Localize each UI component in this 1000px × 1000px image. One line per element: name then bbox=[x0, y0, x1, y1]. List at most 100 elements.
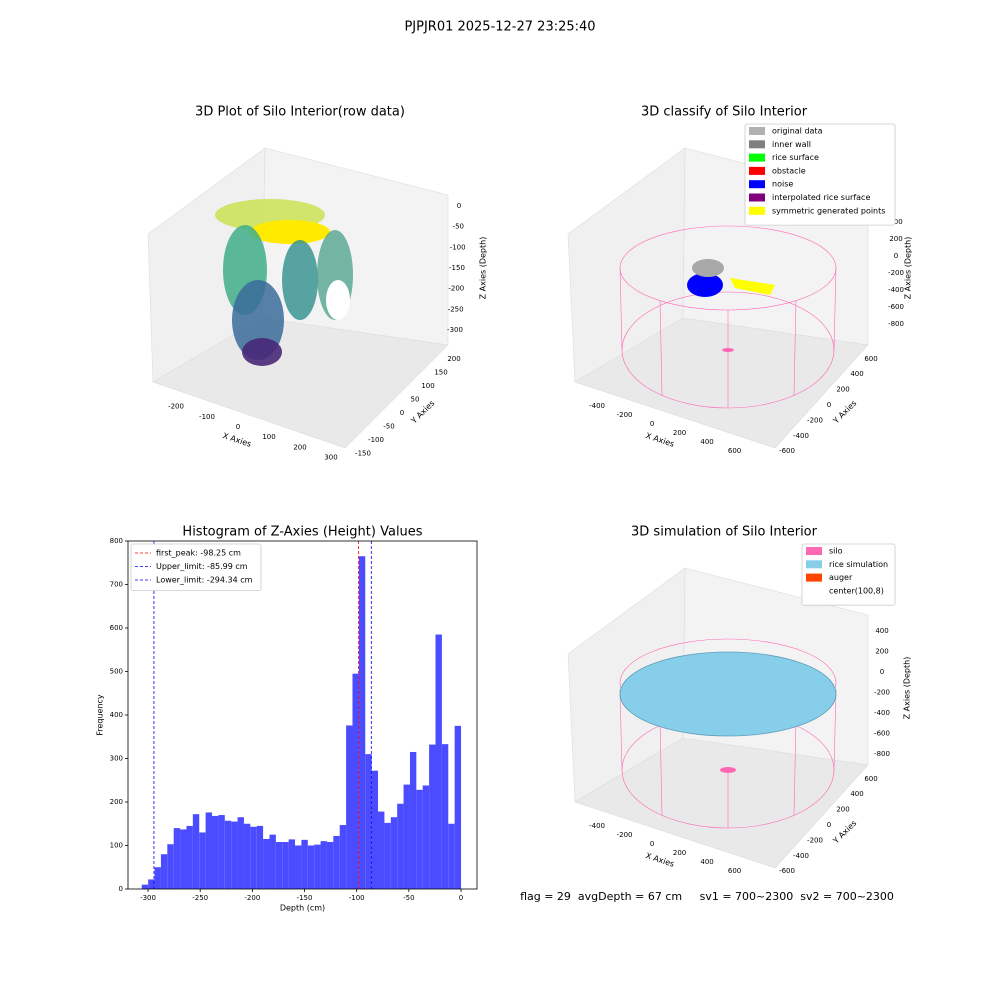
x-axis-label: X Axies bbox=[645, 851, 676, 869]
histogram-bar bbox=[422, 785, 430, 889]
y-tick-label: -50 bbox=[383, 423, 394, 431]
z-tick-label: -400 bbox=[874, 709, 890, 717]
z-tick-label: 0 bbox=[880, 668, 884, 676]
y-tick-label: 200 bbox=[110, 798, 123, 806]
histogram-bar bbox=[186, 825, 193, 889]
z-tick-label: 400 bbox=[875, 627, 888, 635]
histogram-bar bbox=[333, 835, 340, 889]
histogram-bar bbox=[199, 832, 206, 889]
legend-label: inner wall bbox=[772, 140, 811, 149]
histogram-bar bbox=[243, 823, 251, 889]
histogram-bar bbox=[231, 821, 238, 889]
histogram-bar bbox=[212, 815, 219, 889]
z-tick-label: -300 bbox=[447, 326, 463, 334]
y-tick-label: -200 bbox=[807, 416, 823, 424]
legend-label: obstacle bbox=[772, 166, 806, 175]
legend-swatch bbox=[806, 573, 822, 582]
legend-swatch bbox=[806, 586, 822, 595]
y-tick-label: -100 bbox=[368, 436, 384, 444]
z-axis-label: Z Axies (Depth) bbox=[479, 237, 488, 300]
y-tick-label: -600 bbox=[779, 447, 795, 455]
legend-label: center(100,8) bbox=[829, 586, 884, 595]
histogram-bar bbox=[429, 744, 436, 889]
histogram-bar bbox=[282, 842, 289, 889]
histogram-bar bbox=[180, 829, 187, 889]
y-tick-label: 100 bbox=[110, 842, 123, 850]
y-tick-label: 500 bbox=[110, 668, 123, 676]
histogram-bar bbox=[141, 884, 149, 889]
x-tick-label: -300 bbox=[140, 894, 156, 902]
histogram-bar bbox=[435, 634, 442, 889]
y-tick-label: 200 bbox=[836, 806, 849, 814]
legend-label: rice surface bbox=[772, 153, 819, 162]
histogram-bar bbox=[154, 867, 161, 889]
legend-label: silo bbox=[829, 547, 843, 556]
y-tick-label: -600 bbox=[779, 867, 795, 875]
histogram-bar bbox=[448, 823, 455, 889]
legend-label: original data bbox=[772, 127, 823, 136]
z-tick-label: -150 bbox=[449, 264, 465, 272]
legend-frame bbox=[744, 123, 896, 226]
y-tick-label: 800 bbox=[110, 537, 123, 545]
legend-frame bbox=[130, 543, 262, 591]
histogram-bar bbox=[250, 826, 257, 889]
y-tick-label: -400 bbox=[793, 852, 809, 860]
legend-swatch bbox=[749, 140, 765, 149]
x-tick-label: -250 bbox=[192, 894, 208, 902]
x-tick-label: 0 bbox=[459, 894, 463, 902]
z-tick-label: -400 bbox=[888, 286, 904, 294]
histogram-bar bbox=[314, 844, 321, 889]
histogram-bar bbox=[307, 845, 315, 889]
legend-label: auger bbox=[829, 573, 853, 582]
histogram-bar bbox=[416, 789, 423, 889]
y-tick-label: 400 bbox=[110, 711, 123, 719]
y-tick-label: 200 bbox=[447, 355, 460, 363]
x-tick-label: 200 bbox=[673, 849, 686, 857]
histogram-bar bbox=[205, 812, 213, 889]
histogram-bar bbox=[256, 825, 264, 889]
legend-swatch bbox=[749, 127, 765, 135]
z-axis-label: Z Axies (Depth) bbox=[903, 657, 912, 720]
x-tick-label: -200 bbox=[617, 411, 633, 419]
histogram-bar bbox=[192, 814, 200, 889]
x-tick-label: 300 bbox=[324, 454, 337, 462]
z-tick-label: 0 bbox=[457, 202, 461, 210]
z-tick-label: -50 bbox=[453, 223, 464, 231]
plot2-cylinder bbox=[619, 225, 837, 409]
y-tick-label: 0 bbox=[827, 821, 831, 829]
z-tick-label: -600 bbox=[888, 303, 904, 311]
histogram-bar bbox=[167, 844, 174, 889]
histogram-bar bbox=[339, 825, 347, 889]
z-tick-label: -250 bbox=[448, 305, 464, 313]
y-axis-label: Y Axies bbox=[831, 399, 859, 427]
figure-title: PJPJR01 2025-12-27 23:25:40 bbox=[404, 20, 595, 35]
histogram-bar bbox=[269, 834, 276, 889]
histogram-bar bbox=[218, 815, 225, 889]
histogram-bar bbox=[384, 822, 391, 889]
x-tick-label: 600 bbox=[728, 447, 741, 455]
histogram-bar bbox=[390, 817, 398, 889]
histogram-bar bbox=[173, 828, 181, 889]
x-tick-label: -200 bbox=[244, 894, 260, 902]
x-tick-label: 400 bbox=[700, 438, 713, 446]
y-axis-label: Frequency bbox=[96, 694, 105, 736]
x-tick-label: -200 bbox=[617, 831, 633, 839]
legend-label: symmetric generated points bbox=[772, 206, 885, 215]
legend-swatch bbox=[749, 153, 765, 162]
y-tick-label: 100 bbox=[421, 382, 434, 390]
legend-label: first_peak: -98.25 cm bbox=[156, 549, 241, 558]
z-tick-label: -200 bbox=[448, 285, 464, 293]
plot-title: 3D classify of Silo Interior bbox=[641, 105, 808, 120]
x-tick-label: -100 bbox=[199, 413, 215, 421]
x-tick-label: -400 bbox=[589, 402, 605, 410]
x-tick-label: 200 bbox=[673, 429, 686, 437]
legend-label: noise bbox=[772, 180, 793, 189]
y-tick-label: 300 bbox=[110, 755, 123, 763]
histogram-bar bbox=[371, 770, 379, 889]
histogram-bar bbox=[148, 879, 155, 889]
histogram-bar bbox=[326, 842, 334, 889]
y-tick-label: 400 bbox=[850, 790, 863, 798]
x-tick-label: 400 bbox=[700, 858, 713, 866]
y-tick-label: 200 bbox=[836, 386, 849, 394]
